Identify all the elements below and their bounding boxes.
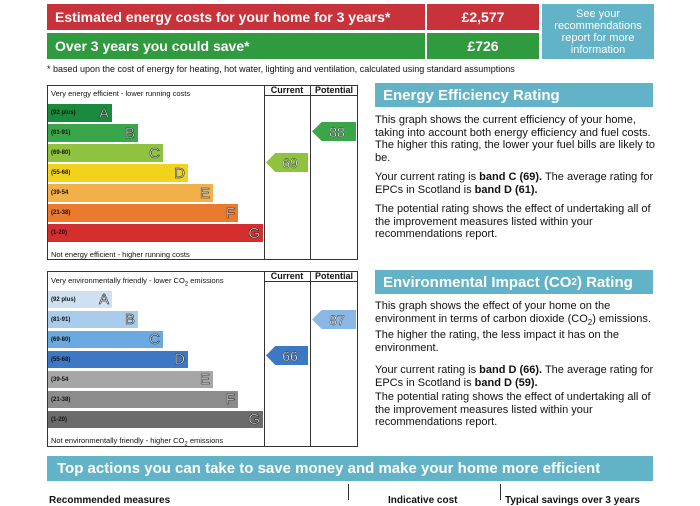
indicative-cost-header: Indicative cost	[388, 495, 458, 506]
env-band-f: (21-38) F	[48, 391, 238, 408]
energy-band-g: (1-20) G	[48, 224, 263, 242]
environmental-rating-potential: The potential rating shows the effect of…	[375, 391, 651, 428]
estimated-costs-label: Estimated energy costs for your home for…	[47, 4, 425, 30]
energy-current-header: Current	[270, 85, 304, 95]
energy-rating-potential: The potential rating shows the effect of…	[375, 203, 651, 240]
energy-rating-current: Your current rating is band C (69). The …	[375, 171, 654, 196]
env-band-g: (1-20) G	[48, 411, 263, 428]
energy-band-f: (21-38) F	[48, 204, 238, 222]
typical-savings-header: Typical savings over 3 years	[505, 495, 640, 506]
env-band-e: (39-54 E	[48, 371, 213, 388]
recommended-measures-header: Recommended measures	[49, 495, 171, 506]
energy-band-e: (39-54 E	[48, 184, 213, 202]
cost-footnote: * based upon the cost of energy for heat…	[47, 64, 515, 74]
environmental-rating-heading: Environmental Impact (CO 2) Rating	[375, 270, 653, 294]
env-top-caption: Very environmentally friendly - lower CO…	[51, 276, 224, 288]
energy-rating-heading: Energy Efficiency Rating	[375, 83, 653, 107]
top-actions-heading: Top actions you can take to save money a…	[47, 456, 653, 481]
energy-current-rating: 69	[266, 153, 308, 172]
energy-band-d: (55-68) D	[48, 164, 188, 182]
env-current-header: Current	[270, 271, 304, 281]
energy-potential-rating: 88	[312, 122, 356, 141]
env-current-rating: 66	[266, 346, 308, 365]
energy-bottom-caption: Not energy efficient - higher running co…	[51, 250, 190, 259]
energy-rating-description: This graph shows the current efficiency …	[375, 114, 656, 164]
energy-top-caption: Very energy efficient - lower running co…	[51, 89, 191, 98]
energy-band-b: (81-91) B	[48, 124, 138, 142]
estimated-costs-value: £2,577	[427, 4, 539, 30]
energy-efficiency-chart	[47, 85, 358, 260]
savings-label: Over 3 years you could save*	[47, 33, 425, 59]
env-band-a: (92 plus) A	[48, 291, 112, 308]
env-band-d: (55-68) D	[48, 351, 188, 368]
energy-band-a: (92 plus) A	[48, 104, 112, 122]
environmental-rating-description: This graph shows the effect of your home…	[375, 300, 651, 354]
recommendations-report-link[interactable]: See your recommendations report for more…	[542, 4, 654, 59]
environmental-rating-current: Your current rating is band D (66). The …	[375, 364, 654, 389]
env-bottom-caption: Not environmentally friendly - higher CO…	[51, 436, 224, 448]
env-band-b: (81-91) B	[48, 311, 138, 328]
env-band-c: (69-80) C	[48, 331, 163, 348]
energy-band-c: (69-80) C	[48, 144, 163, 162]
env-potential-header: Potential	[314, 271, 353, 281]
env-potential-rating: 87	[312, 310, 356, 329]
savings-value: £726	[427, 33, 539, 59]
energy-potential-header: Potential	[314, 85, 353, 95]
environmental-impact-chart	[47, 271, 358, 447]
